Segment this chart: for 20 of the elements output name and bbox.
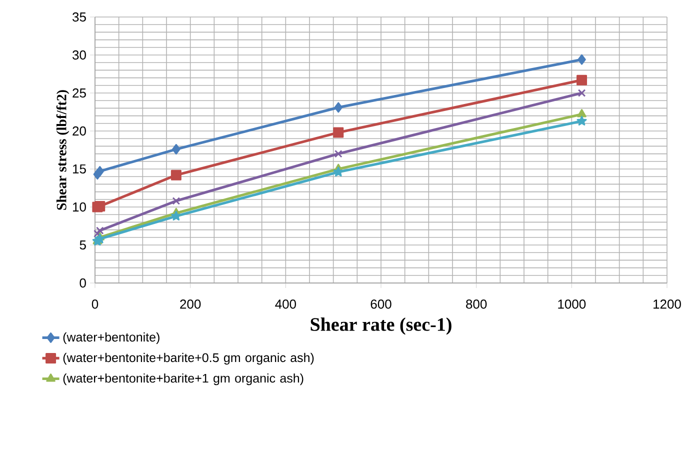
y-tick-label: 25 bbox=[72, 88, 86, 98]
x-tick-label: 200 bbox=[180, 300, 201, 309]
y-tick-label: 10 bbox=[73, 202, 86, 212]
x-tick-label: 0 bbox=[92, 300, 98, 309]
y-tick-label: 0 bbox=[80, 278, 86, 288]
x-tick-label: 800 bbox=[466, 300, 487, 309]
x-tick-label: 1200 bbox=[654, 300, 681, 309]
x-tick-label: 1000 bbox=[558, 300, 586, 309]
x-tick-label: 600 bbox=[370, 300, 392, 309]
y-tick-label: 35 bbox=[72, 12, 86, 22]
y-axis-title: Shear stress (lbf/ft2) bbox=[56, 90, 70, 210]
legend-label: (water+bentonite+barite+0.5 gm organic ash) bbox=[63, 352, 314, 365]
y-tick-label: 30 bbox=[72, 50, 86, 60]
y-tick-label: 20 bbox=[72, 126, 86, 136]
x-tick-label: 400 bbox=[275, 300, 296, 309]
y-tick-label: 15 bbox=[73, 164, 86, 174]
y-tick-label: 5 bbox=[80, 240, 86, 250]
legend-label: (water+bentonite) bbox=[63, 332, 160, 344]
legend-label: (water+bentonite+barite+1 gm organic ash) bbox=[63, 373, 304, 386]
x-axis-title: Shear rate (sec-1) bbox=[310, 318, 452, 335]
